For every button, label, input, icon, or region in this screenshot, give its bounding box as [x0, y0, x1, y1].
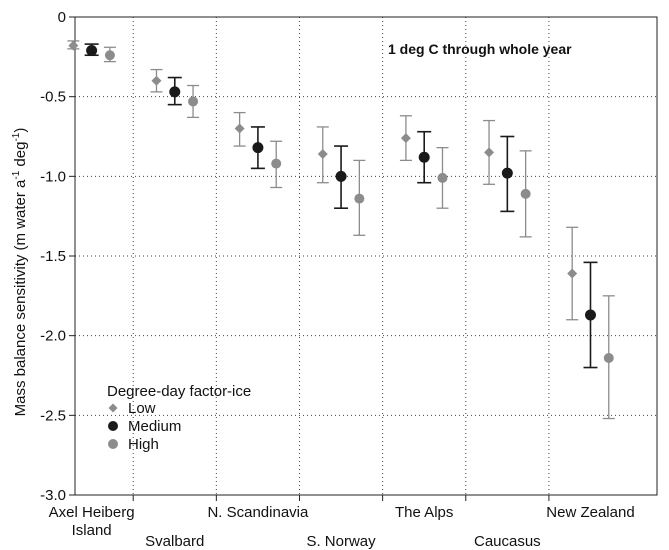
data-point	[252, 142, 264, 154]
data-point	[234, 123, 245, 134]
y-axis-title-superscript-1: -1	[11, 170, 22, 179]
data-point	[484, 147, 495, 158]
x-category-label: Axel Heiberg	[49, 504, 135, 521]
data-point	[584, 309, 596, 321]
data-point	[188, 96, 199, 107]
data-point	[104, 50, 115, 61]
data-point	[354, 193, 365, 204]
legend-marker-medium	[108, 421, 118, 431]
data-point	[68, 40, 79, 51]
y-tick-label: -2.0	[40, 328, 66, 345]
data-point	[567, 268, 578, 279]
x-category-label: Svalbard	[145, 533, 204, 550]
series-low	[67, 40, 579, 321]
y-tick-label: 0	[58, 9, 66, 26]
data-point	[418, 151, 430, 163]
data-series	[67, 40, 615, 420]
data-point	[86, 44, 98, 56]
data-point	[400, 133, 411, 144]
data-point	[271, 158, 282, 169]
legend-marker-high	[108, 439, 118, 449]
data-point	[169, 86, 181, 98]
series-medium	[84, 43, 598, 369]
legend-label-medium: Medium	[128, 418, 181, 435]
x-category-label: The Alps	[395, 504, 453, 521]
grid-lines	[75, 17, 657, 495]
y-axis-title-end: )	[12, 128, 29, 133]
y-axis-title-middle: deg	[12, 142, 29, 171]
data-point	[151, 75, 162, 86]
series-high	[103, 46, 615, 420]
chart-annotation: 1 deg C through whole year	[388, 41, 572, 57]
data-point	[437, 172, 448, 183]
y-axis-title-superscript-2: -1	[11, 132, 22, 141]
x-category-label-line2: Island	[72, 522, 112, 539]
y-axis-title-main: Mass balance sensitivity (m water a	[12, 179, 29, 416]
x-category-label: S. Norway	[306, 533, 376, 550]
y-tick-label: -3.0	[40, 487, 66, 504]
y-tick-label: -1.0	[40, 168, 66, 185]
x-category-label: Caucasus	[474, 533, 541, 550]
y-tick-label: -2.5	[40, 407, 66, 424]
legend-label-low: Low	[128, 400, 156, 417]
y-tick-label: -0.5	[40, 89, 66, 106]
x-category-label: N. Scandinavia	[207, 504, 309, 521]
data-point	[520, 188, 531, 199]
x-category-label: New Zealand	[546, 504, 634, 521]
legend-title: Degree-day factor-ice	[107, 383, 251, 400]
data-point	[501, 167, 513, 179]
y-axis: 0 -0.5 -1.0 -1.5 -2.0 -2.5 -3.0	[40, 9, 75, 504]
data-point	[317, 149, 328, 160]
data-point	[603, 352, 614, 363]
y-axis-title: Mass balance sensitivity (m water a-1 de…	[11, 128, 29, 417]
legend-label-high: High	[128, 436, 159, 453]
data-point	[335, 170, 347, 182]
y-tick-label: -1.5	[40, 248, 66, 265]
legend-marker-low	[108, 403, 118, 413]
